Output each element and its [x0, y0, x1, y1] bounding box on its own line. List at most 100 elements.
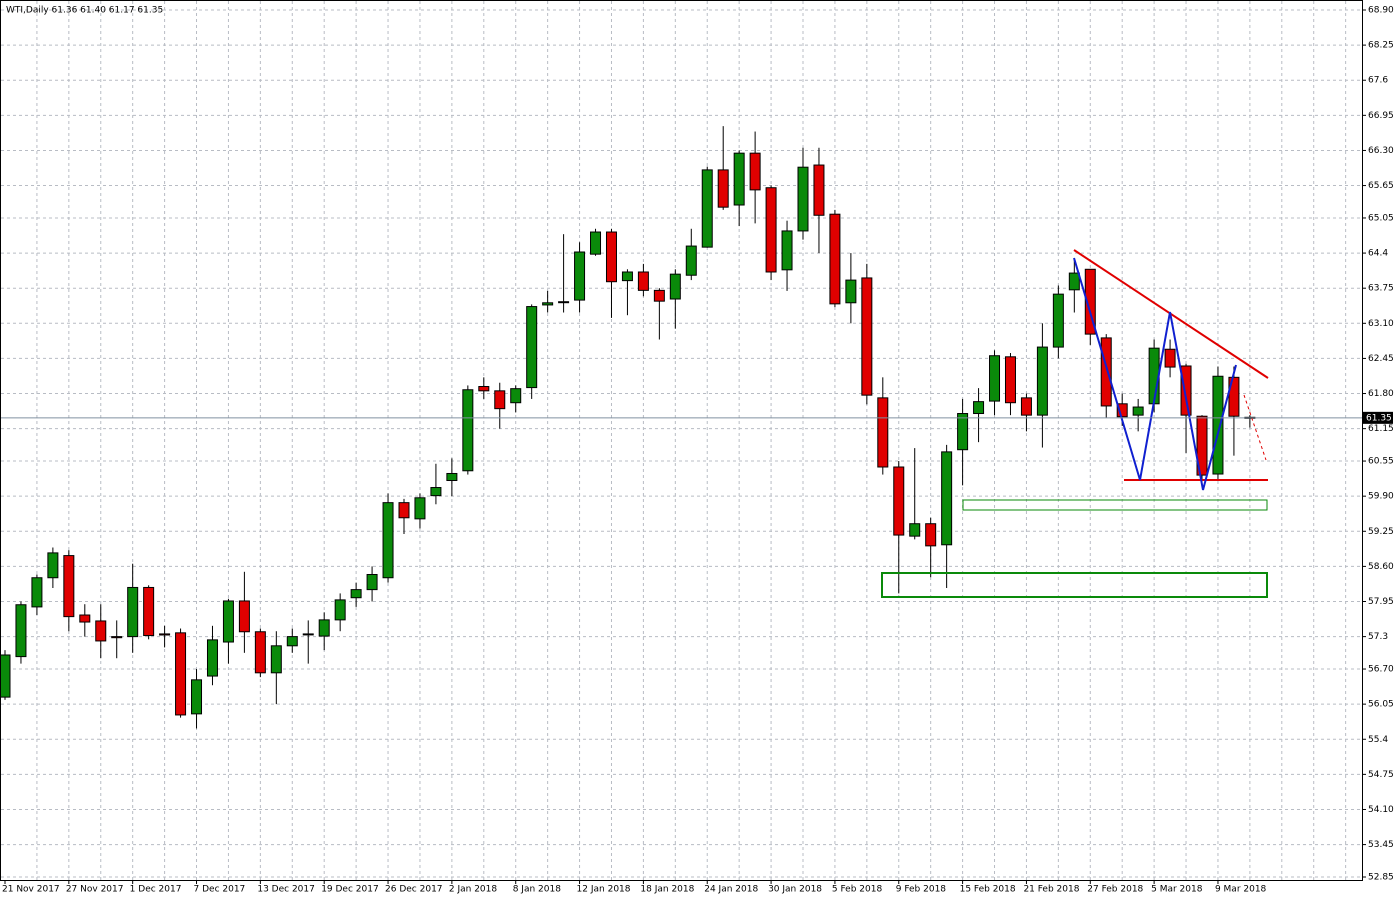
y-tick-label: 54.10	[1368, 805, 1394, 815]
x-tick-label: 26 Dec 2017	[385, 885, 443, 895]
candle-body	[111, 636, 123, 639]
y-tick-label: 61.80	[1368, 389, 1394, 399]
x-tick-label: 13 Dec 2017	[257, 885, 315, 895]
y-tick-label: 62.45	[1368, 354, 1394, 364]
zone	[881, 572, 1268, 598]
candle-body	[1212, 375, 1224, 475]
x-tick-label: 7 Dec 2017	[194, 885, 246, 895]
chart-title: WTI,Daily 61.36 61.40 61.17 61.35	[6, 6, 163, 16]
candle-body	[175, 632, 187, 716]
candle-body	[526, 306, 538, 389]
candle-body	[653, 289, 665, 302]
candle-body	[877, 397, 889, 468]
candle-body	[685, 245, 697, 276]
candle-body	[845, 279, 857, 304]
candle-body	[861, 277, 873, 396]
zone	[962, 499, 1268, 511]
candle-body	[701, 169, 713, 248]
candle-body	[302, 633, 314, 636]
candle-body	[1052, 293, 1064, 348]
candles	[0, 126, 1256, 729]
y-tick-label: 67.6	[1368, 76, 1388, 86]
candle-body	[637, 271, 649, 291]
y-tick-label: 56.05	[1368, 700, 1394, 710]
candle-body	[95, 620, 107, 642]
y-tick-label: 55.4	[1368, 735, 1388, 745]
candle-body	[1100, 337, 1112, 407]
candle-body	[621, 271, 633, 282]
candle-body	[973, 401, 985, 415]
y-tick-label: 61.15	[1368, 424, 1394, 434]
candle-body	[159, 633, 171, 636]
y-tick-label: 59.25	[1368, 527, 1394, 537]
x-tick-label: 21 Nov 2017	[2, 885, 60, 895]
y-tick-label: 58.60	[1368, 562, 1394, 572]
candle-body	[1180, 365, 1192, 416]
candle-body	[31, 577, 43, 608]
candle-body	[286, 636, 298, 647]
y-tick-label: 57.3	[1368, 632, 1388, 642]
candle-body	[957, 413, 969, 451]
x-tick-label: 5 Feb 2018	[832, 885, 883, 895]
x-tick-label: 27 Nov 2017	[66, 885, 124, 895]
y-tick-label: 56.70	[1368, 665, 1394, 675]
y-tick-label: 53.45	[1368, 840, 1394, 850]
x-tick-label: 2 Jan 2018	[449, 885, 497, 895]
candle-body	[829, 213, 841, 305]
candle-body	[366, 573, 378, 591]
candle-body	[15, 604, 27, 658]
drawings	[881, 249, 1269, 598]
x-tick-label: 30 Jan 2018	[768, 885, 822, 895]
candle-body	[1196, 415, 1208, 476]
candle-body	[398, 502, 410, 519]
candle-body	[222, 600, 234, 643]
x-tick-label: 18 Jan 2018	[640, 885, 694, 895]
x-tick-label: 9 Feb 2018	[896, 885, 947, 895]
candle-body	[813, 164, 825, 216]
candle-body	[382, 502, 394, 579]
candle-body	[206, 639, 218, 677]
price-label-box	[1363, 411, 1393, 424]
candle-body	[1164, 348, 1176, 368]
y-tick-label: 60.55	[1368, 457, 1394, 467]
candle-body	[733, 152, 745, 206]
zigzag	[1073, 257, 1237, 491]
candle-body	[1228, 376, 1240, 417]
candle-body	[574, 251, 586, 301]
candle-body	[765, 187, 777, 273]
candle-body	[270, 645, 282, 674]
candle-body	[749, 152, 761, 191]
candle-body	[590, 231, 602, 255]
candle-body	[797, 166, 809, 232]
x-tick-label: 9 Mar 2018	[1215, 885, 1267, 895]
candle-body	[414, 497, 426, 520]
y-tick-label: 63.75	[1368, 284, 1394, 294]
price-label: 61.35	[1366, 413, 1392, 423]
candle-body	[669, 273, 681, 300]
grid	[1, 1, 1362, 880]
candle-body	[191, 679, 203, 715]
candle-body	[781, 230, 793, 271]
candle-body	[238, 600, 250, 633]
candle-body	[143, 586, 155, 637]
x-tick-label: 5 Mar 2018	[1151, 885, 1203, 895]
candle-body	[1036, 346, 1048, 416]
candle-body	[478, 386, 490, 392]
candle-body	[462, 389, 474, 472]
y-tick-label: 66.30	[1368, 146, 1394, 156]
candle-body	[510, 388, 522, 404]
candle-body	[318, 619, 330, 637]
candle-body	[47, 552, 59, 579]
candle-body	[430, 487, 442, 497]
y-tick-label: 65.65	[1368, 181, 1394, 191]
candle-body	[0, 654, 11, 698]
candle-body	[989, 355, 1001, 402]
candle-body	[717, 169, 729, 208]
y-tick-label: 65.05	[1368, 213, 1394, 223]
candle-body	[925, 523, 937, 547]
candle-body	[334, 599, 346, 621]
y-tick-label: 52.85	[1368, 873, 1394, 883]
y-tick-label: 64.4	[1368, 249, 1388, 259]
